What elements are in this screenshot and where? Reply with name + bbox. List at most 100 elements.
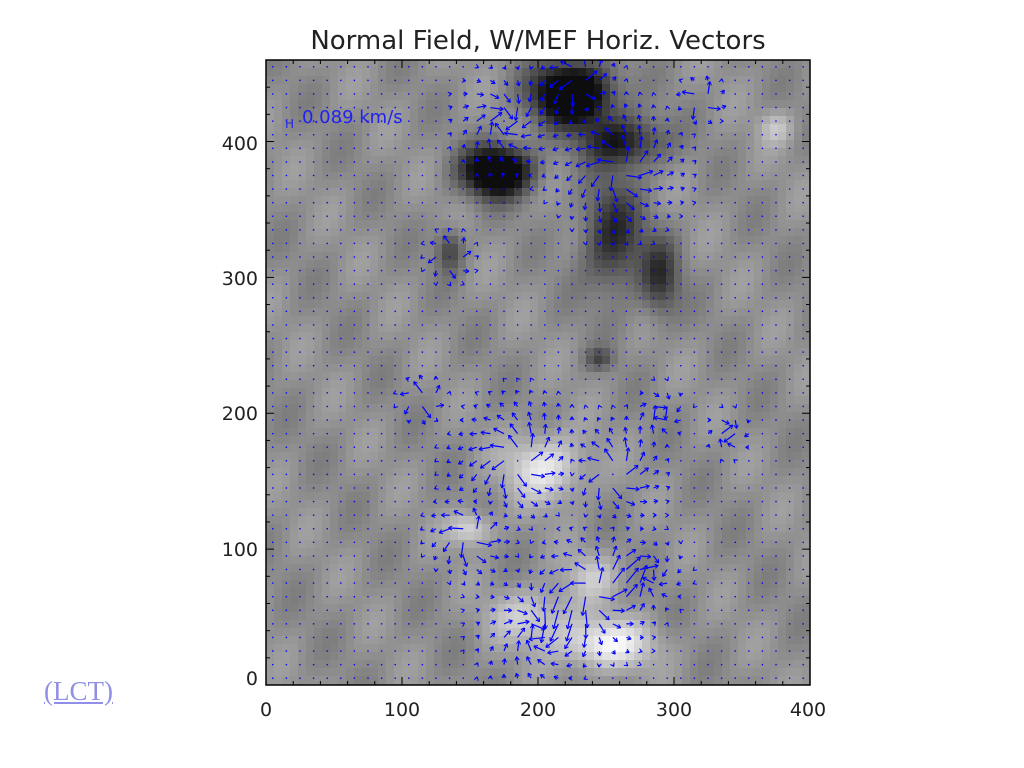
- heatmap-cell: [426, 76, 435, 85]
- heatmap-cell: [530, 100, 539, 109]
- heatmap-cell: [786, 116, 795, 125]
- heatmap-cell: [266, 364, 275, 373]
- heatmap-cell: [642, 300, 651, 309]
- heatmap-cell: [354, 556, 363, 565]
- heatmap-cell: [730, 268, 739, 277]
- heatmap-cell: [634, 540, 643, 549]
- heatmap-cell: [482, 76, 491, 85]
- heatmap-cell: [450, 572, 459, 581]
- heatmap-cell: [266, 580, 275, 589]
- heatmap-cell: [346, 164, 355, 173]
- heatmap-cell: [514, 388, 523, 397]
- heatmap-cell: [538, 340, 547, 349]
- heatmap-cell: [266, 404, 275, 413]
- heatmap-cell: [370, 476, 379, 485]
- heatmap-cell: [282, 252, 291, 261]
- heatmap-cell: [682, 308, 691, 317]
- heatmap-cell: [434, 468, 443, 477]
- heatmap-cell: [570, 252, 579, 261]
- heatmap-cell: [386, 628, 395, 637]
- heatmap-cell: [458, 476, 467, 485]
- heatmap-cell: [394, 204, 403, 213]
- heatmap-cell: [458, 140, 467, 149]
- heatmap-cell: [626, 596, 635, 605]
- heatmap-cell: [642, 308, 651, 317]
- heatmap-cell: [474, 188, 483, 197]
- heatmap-cell: [610, 340, 619, 349]
- heatmap-cell: [730, 548, 739, 557]
- heatmap-cell: [394, 172, 403, 181]
- heatmap-cell: [530, 276, 539, 285]
- heatmap-cell: [282, 228, 291, 237]
- heatmap-cell: [690, 516, 699, 525]
- heatmap-cell: [362, 508, 371, 517]
- heatmap-cell: [322, 388, 331, 397]
- heatmap-cell: [330, 564, 339, 573]
- heatmap-cell: [666, 436, 675, 445]
- heatmap-cell: [498, 220, 507, 229]
- heatmap-cell: [442, 140, 451, 149]
- heatmap-cell: [610, 356, 619, 365]
- heatmap-cell: [370, 484, 379, 493]
- heatmap-cell: [738, 268, 747, 277]
- heatmap-cell: [322, 348, 331, 357]
- heatmap-cell: [570, 596, 579, 605]
- heatmap-cell: [770, 588, 779, 597]
- heatmap-cell: [522, 276, 531, 285]
- heatmap-cell: [778, 500, 787, 509]
- heatmap-cell: [778, 252, 787, 261]
- heatmap-cell: [722, 620, 731, 629]
- heatmap-cell: [666, 620, 675, 629]
- heatmap-cell: [674, 84, 683, 93]
- heatmap-cell: [394, 228, 403, 237]
- heatmap-cell: [530, 380, 539, 389]
- heatmap-cell: [674, 340, 683, 349]
- heatmap-cell: [714, 580, 723, 589]
- heatmap-cell: [378, 588, 387, 597]
- heatmap-cell: [378, 492, 387, 501]
- heatmap-cell: [330, 508, 339, 517]
- heatmap-cell: [314, 340, 323, 349]
- heatmap-cell: [586, 388, 595, 397]
- heatmap-cell: [666, 300, 675, 309]
- heatmap-cell: [770, 324, 779, 333]
- heatmap-cell: [778, 244, 787, 253]
- heatmap-cell: [738, 476, 747, 485]
- heatmap-cell: [282, 148, 291, 157]
- heatmap-cell: [802, 548, 810, 557]
- heatmap-cell: [498, 284, 507, 293]
- heatmap-cell: [426, 388, 435, 397]
- heatmap-cell: [354, 260, 363, 269]
- heatmap-cell: [306, 244, 315, 253]
- heatmap-cell: [546, 108, 555, 117]
- heatmap-cell: [634, 316, 643, 325]
- heatmap-cell: [554, 116, 563, 125]
- heatmap-cell: [738, 468, 747, 477]
- heatmap-cell: [346, 436, 355, 445]
- heatmap-cell: [746, 596, 755, 605]
- heatmap-cell: [410, 388, 419, 397]
- heatmap-cell: [746, 148, 755, 157]
- heatmap-cell: [618, 108, 627, 117]
- heatmap-cell: [754, 412, 763, 421]
- heatmap-cell: [762, 268, 771, 277]
- heatmap-cell: [730, 468, 739, 477]
- heatmap-cell: [666, 500, 675, 509]
- heatmap-cell: [298, 572, 307, 581]
- heatmap-cell: [330, 132, 339, 141]
- heatmap-cell: [474, 604, 483, 613]
- heatmap-cell: [578, 380, 587, 389]
- heatmap-cell: [786, 460, 795, 469]
- heatmap-cell: [650, 204, 659, 213]
- heatmap-cell: [642, 636, 651, 645]
- heatmap-cell: [434, 276, 443, 285]
- heatmap-cell: [322, 324, 331, 333]
- heatmap-cell: [378, 436, 387, 445]
- heatmap-cell: [498, 444, 507, 453]
- heatmap-cell: [666, 596, 675, 605]
- heatmap-cell: [330, 260, 339, 269]
- heatmap-cell: [570, 220, 579, 229]
- heatmap-cell: [354, 404, 363, 413]
- heatmap-cell: [466, 124, 475, 133]
- heatmap-cell: [530, 372, 539, 381]
